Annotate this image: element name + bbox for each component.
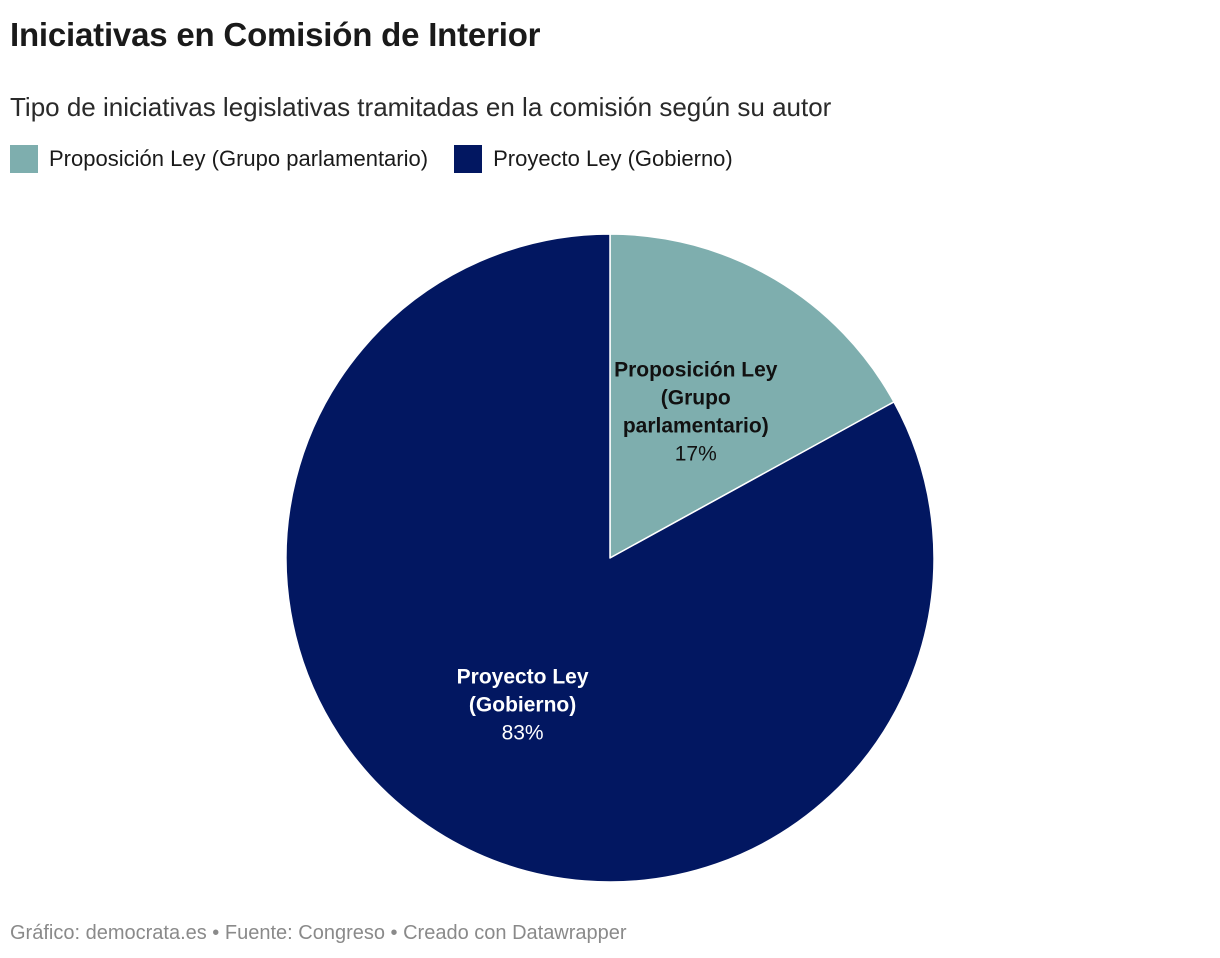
slice-value-proyecto: 83% <box>502 721 544 744</box>
slice-label-proposicion: Proposición Ley (Grupo parlamentario) 17% <box>614 359 778 466</box>
footer-source: Fuente: Congreso <box>224 922 385 944</box>
slice-label-text-proyecto: (Gobierno) <box>469 693 576 716</box>
legend-item-proyecto: Proyecto Ley (Gobierno) <box>454 145 733 173</box>
pie-slice-proposicion <box>609 233 895 559</box>
footer-separator-1: • <box>206 922 225 944</box>
footer-credit: Gráfico: democrata.es <box>10 922 207 944</box>
chart-subtitle: Tipo de iniciativas legislativas tramita… <box>10 92 832 122</box>
slice-label-text-proyecto: Proyecto Ley <box>457 665 589 688</box>
slice-label-text-proposicion: (Grupo <box>661 387 731 410</box>
legend-item-proposicion: Proposición Ley (Grupo parlamentario) <box>10 145 428 173</box>
legend: Proposición Ley (Grupo parlamentario) Pr… <box>10 145 733 173</box>
legend-swatch-proyecto <box>454 145 483 173</box>
legend-label-proyecto: Proyecto Ley (Gobierno) <box>493 146 733 171</box>
slice-value-proposicion: 17% <box>675 443 717 466</box>
footer-tool: Creado con Datawrapper <box>403 922 627 944</box>
pie-slice-proyecto <box>285 233 935 883</box>
legend-swatch-proposicion <box>10 145 38 173</box>
slice-label-text-proposicion: Proposición Ley <box>614 359 778 382</box>
slice-label-text-proposicion: parlamentario) <box>623 415 769 438</box>
chart-title: Iniciativas en Comisión de Interior <box>10 16 541 53</box>
chart-footer: Gráfico: democrata.es • Fuente: Congreso… <box>10 922 627 945</box>
footer-separator-2: • <box>384 922 404 944</box>
slice-label-proyecto: Proyecto Ley (Gobierno) 83% <box>457 665 589 744</box>
legend-label-proposicion: Proposición Ley (Grupo parlamentario) <box>49 146 429 171</box>
